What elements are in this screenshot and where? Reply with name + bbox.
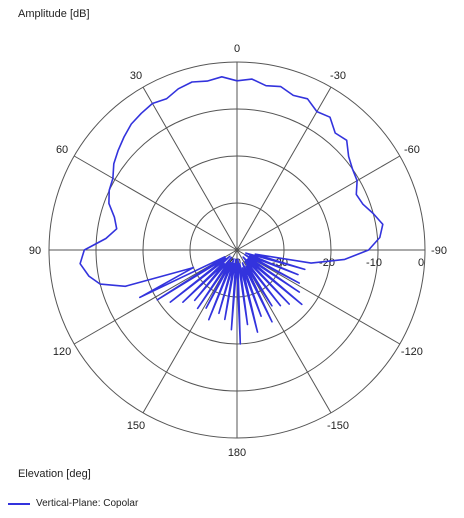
- series-line: [79, 76, 384, 345]
- legend-label: Vertical-Plane: Copolar: [36, 498, 139, 509]
- angle-tick-label: -60: [404, 144, 420, 156]
- grid-spoke: [236, 249, 401, 345]
- angle-tick-label: -150: [327, 420, 349, 432]
- chart-title: Amplitude [dB]: [18, 8, 90, 20]
- radial-tick-label: -20: [319, 257, 335, 269]
- angle-tick-label: 180: [228, 447, 246, 459]
- legend-swatch: [8, 502, 30, 505]
- radial-tick-label: -10: [366, 257, 382, 269]
- grid-spoke: [73, 155, 238, 251]
- radial-tick-label: 0: [418, 257, 424, 269]
- angle-tick-label: 60: [56, 144, 68, 156]
- angle-tick-label: 150: [127, 420, 145, 432]
- grid-spoke: [236, 86, 332, 251]
- angle-tick-label: -120: [401, 346, 423, 358]
- angle-tick-label: 90: [29, 245, 41, 257]
- angle-tick-label: 120: [53, 346, 71, 358]
- angle-tick-label: 30: [130, 70, 142, 82]
- angle-axis-label: Elevation [deg]: [18, 468, 91, 480]
- angle-tick-label: 0: [234, 43, 240, 55]
- angle-tick-label: -90: [431, 245, 447, 257]
- grid-spoke: [142, 86, 238, 251]
- angle-tick-label: -30: [330, 70, 346, 82]
- legend: Vertical-Plane: Copolar: [8, 498, 138, 509]
- grid-spoke: [236, 155, 401, 251]
